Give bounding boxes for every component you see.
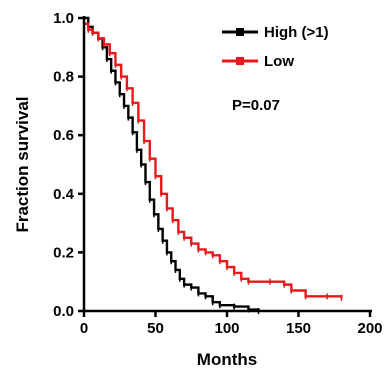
legend: High (>1) Low xyxy=(222,24,329,70)
legend-label-high: High (>1) xyxy=(264,24,329,41)
legend-marker-low xyxy=(236,57,244,65)
series-layer xyxy=(84,16,343,314)
x-tick-label: 200 xyxy=(357,320,382,337)
y-axis-label: Fraction survival xyxy=(13,96,32,232)
ticks-layer: 0 50 100 150 200 0.0 0.2 0.4 0.6 0.8 1.0 xyxy=(53,10,382,337)
x-tick-label: 50 xyxy=(147,320,164,337)
y-tick-label: 0.6 xyxy=(53,127,74,144)
legend-label-low: Low xyxy=(264,53,294,70)
y-tick-label: 0.4 xyxy=(53,186,75,203)
x-tick-label: 0 xyxy=(80,320,88,337)
x-tick-label: 150 xyxy=(286,320,311,337)
y-tick-label: 0.8 xyxy=(53,69,74,86)
x-tick-label: 100 xyxy=(214,320,239,337)
legend-marker-high xyxy=(236,28,244,36)
x-axis-label: Months xyxy=(197,350,257,369)
y-tick-label: 0.2 xyxy=(53,244,74,261)
y-tick-label: 0.0 xyxy=(53,303,74,320)
p-value-annotation: P=0.07 xyxy=(232,97,280,114)
y-tick-label: 1.0 xyxy=(53,10,74,27)
